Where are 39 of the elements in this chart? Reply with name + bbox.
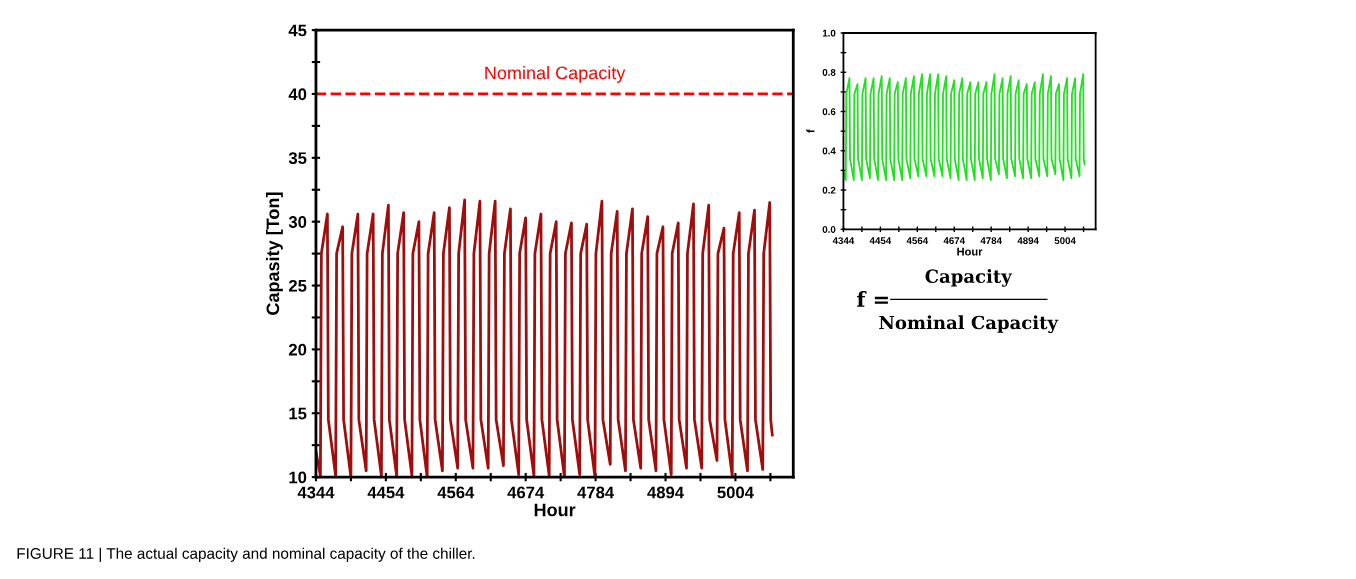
- caption: FIGURE 11 | The actual capacity and nominal capacity of the chiller.: [17, 547, 475, 562]
- y-tick-label: 0.0: [822, 226, 836, 233]
- x-tick-label: 4564: [437, 486, 475, 499]
- x-tick-label: 4344: [297, 486, 335, 499]
- x-tick-label: 4564: [906, 237, 929, 245]
- x-tick-label: 4454: [869, 237, 892, 245]
- x-axis-title: Hour: [534, 503, 576, 517]
- text: Capacity: [925, 269, 1013, 287]
- text: f =: [857, 291, 888, 307]
- y-tick-label: 1.0: [822, 29, 836, 37]
- x-tick-label: 4344: [832, 237, 855, 245]
- x-tick-label: 4674: [943, 237, 966, 245]
- x-tick-label: 4674: [507, 486, 545, 499]
- y-tick-label: 15: [289, 407, 307, 420]
- ref-line-label: Nominal Capacity: [485, 66, 626, 83]
- x-tick-label: 4454: [367, 486, 405, 499]
- y-tick-label: 40: [288, 88, 307, 101]
- x-axis-title: Hour: [957, 247, 983, 256]
- y-tick-label: 0.2: [822, 186, 836, 194]
- y-tick-label: 45: [288, 24, 307, 37]
- text: Nominal Capacity: [879, 315, 1059, 334]
- x-tick-label: 4784: [577, 486, 615, 499]
- y-tick-label: 0.4: [822, 147, 836, 155]
- y-tick-label: 0.6: [822, 108, 836, 116]
- y-tick-label: 10: [289, 471, 307, 484]
- y-axis-title: f: [806, 129, 815, 133]
- x-tick-label: 4894: [1017, 237, 1039, 245]
- y-tick-label: 0.8: [822, 68, 836, 76]
- x-tick-label: 5004: [1054, 237, 1076, 245]
- x-tick-label: 5004: [717, 486, 754, 499]
- y-tick-label: 20: [288, 343, 307, 356]
- x-tick-label: 4784: [980, 237, 1002, 245]
- y-axis-title: Capasity [Ton]: [266, 192, 283, 315]
- line-series: [843, 73, 1086, 182]
- x-tick-label: 4894: [647, 486, 684, 499]
- y-tick-label: 35: [288, 152, 307, 165]
- y-tick-label: 25: [288, 279, 307, 292]
- y-tick-label: 30: [288, 216, 307, 228]
- line-series: [315, 198, 774, 478]
